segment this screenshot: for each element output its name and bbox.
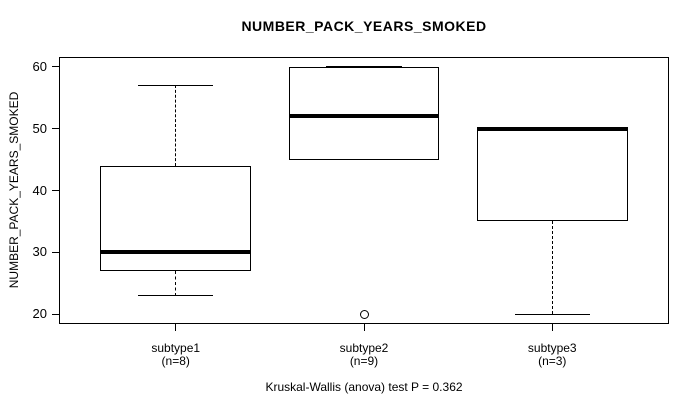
lower-whisker-cap: [326, 159, 402, 161]
chart-title: NUMBER_PACK_YEARS_SMOKED: [241, 18, 487, 34]
median-line: [476, 126, 628, 131]
box: [100, 165, 252, 271]
y-tick-label: 60: [32, 58, 47, 74]
upper-whisker: [175, 85, 177, 166]
y-tick-label: 30: [32, 244, 47, 260]
x-tick-label-block: subtype3 (n=3): [492, 342, 612, 368]
y-tick-label: 50: [32, 120, 47, 136]
y-tick-mark: [52, 251, 59, 253]
y-tick-mark: [52, 313, 59, 315]
y-tick-mark: [52, 190, 59, 191]
x-tick-mark: [363, 324, 365, 331]
box: [288, 66, 440, 160]
x-tick-mark: [551, 324, 553, 331]
x-tick-label: subtype3: [527, 341, 577, 355]
x-tick-label: subtype2: [339, 341, 389, 355]
y-tick-label: 20: [32, 306, 47, 322]
x-tick-mark: [175, 324, 177, 331]
y-tick-label: 40: [32, 182, 47, 198]
x-tick-sublabel: (n=9): [349, 354, 379, 368]
y-tick-mark: [52, 66, 59, 68]
x-tick-sublabel: (n=3): [538, 354, 567, 368]
y-tick-mark: [52, 128, 59, 130]
x-tick-label-block: subtype1 (n=8): [116, 342, 236, 368]
outlier-point: [359, 309, 369, 319]
upper-whisker-cap: [138, 84, 214, 86]
lower-whisker: [175, 270, 177, 296]
lower-whisker-cap: [138, 295, 214, 297]
median-line: [100, 250, 252, 255]
lower-whisker: [551, 221, 553, 315]
box: [476, 128, 628, 222]
median-line: [288, 114, 440, 119]
stat-test-caption: Kruskal-Wallis (anova) test P = 0.362: [265, 380, 463, 394]
lower-whisker-cap: [514, 313, 590, 315]
x-tick-sublabel: (n=8): [161, 354, 190, 368]
x-tick-label-block: subtype2 (n=9): [304, 342, 424, 368]
x-tick-label: subtype1: [151, 341, 201, 355]
